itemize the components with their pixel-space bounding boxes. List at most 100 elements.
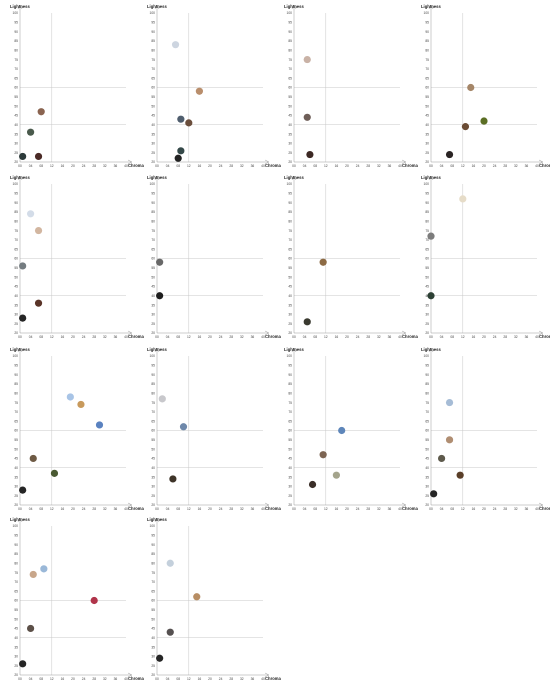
y-tick-label: 85 [14,552,18,556]
x-tick-label: 24 [82,507,86,511]
x-tick-label: 04 [166,507,170,511]
x-axis-arrow-icon [538,330,544,336]
y-tick-label: 50 [288,447,292,451]
y-tick-label: 65 [288,76,292,80]
y-axis-arrow-icon [428,175,434,181]
y-tick-label: 40 [14,123,18,127]
y-tick-label: 25 [288,494,292,498]
y-tick-label: 70 [14,580,18,584]
x-tick-label: 28 [503,164,507,168]
y-tick-label: 20 [288,331,292,335]
y-tick-label: 25 [288,151,292,155]
y-tick-label: 35 [14,645,18,649]
y-tick-label: 85 [14,210,18,214]
y-tick-label: 80 [425,48,429,52]
y-tick-label: 75 [425,401,429,405]
y-tick-label: 60 [288,257,292,261]
data-point [306,150,314,159]
y-tick-label: 75 [14,229,18,233]
x-tick-label: 00 [429,164,433,168]
y-tick-label: 65 [288,419,292,423]
y-tick-label: 75 [425,58,429,62]
data-point [430,490,438,498]
scatter-plot: Lightness Chroma 20 25 30 35 40 45 50 55 60 65 70 75 8… [421,4,550,168]
data-point [156,654,164,662]
data-point [27,128,35,136]
y-tick-label: 95 [288,364,292,368]
y-tick-label: 95 [425,192,429,196]
y-tick-label: 95 [288,192,292,196]
y-axis-title: Lightness [147,175,167,180]
x-tick-label: 20 [71,677,75,681]
y-tick-label: 95 [425,21,429,25]
x-tick-label: 40 [261,335,265,339]
data-point [467,83,475,92]
y-tick-label: 80 [288,391,292,395]
y-tick-label: 100 [423,11,429,15]
y-axis-title: Lightness [147,347,167,352]
y-tick-label: 20 [425,503,429,507]
y-tick-label: 80 [14,391,18,395]
data-point [77,400,85,409]
y-tick-label: 65 [151,76,155,80]
y-tick-label: 75 [151,58,155,62]
chart-panel: Lightness Chroma 20 25 30 35 40 45 50 55 60 65 70 75 8… [419,4,550,172]
y-tick-label: 80 [14,219,18,223]
y-tick-label: 95 [425,364,429,368]
x-tick-label: 36 [251,335,255,339]
x-tick-label: 40 [398,164,402,168]
y-tick-label: 25 [151,322,155,326]
y-tick-label: 55 [14,266,18,270]
x-tick-label: 00 [155,677,159,681]
scatter-plot: Lightness Chroma 20 25 30 35 40 45 50 55 60 65 70 75 8… [10,517,144,681]
y-axis-arrow-icon [154,4,160,10]
y-tick-label: 90 [14,30,18,34]
x-tick-label: 04 [29,507,33,511]
y-axis-title: Lightness [421,175,441,180]
chart-panel: Lightness Chroma 20 25 30 35 40 45 50 55 60 65 70 75 8… [8,4,144,172]
x-tick-label: 00 [292,164,296,168]
x-axis-title: Chroma [539,506,550,511]
data-point [34,226,43,235]
x-tick-label: 20 [482,335,486,339]
y-axis-title: Lightness [284,347,304,352]
x-tick-label: 12 [187,677,191,681]
data-point [177,147,185,155]
x-tick-label: 40 [261,507,265,511]
y-tick-label: 55 [288,95,292,99]
y-tick-label: 60 [151,599,155,603]
x-tick-label: 32 [377,507,381,511]
y-tick-label: 50 [425,447,429,451]
x-tick-label: 04 [166,164,170,168]
y-tick-label: 65 [425,419,429,423]
y-tick-label: 45 [288,114,292,118]
y-tick-label: 70 [151,580,155,584]
y-tick-label: 30 [288,485,292,489]
x-tick-label: 12 [461,507,465,511]
y-tick-label: 30 [151,485,155,489]
y-tick-label: 70 [14,238,18,242]
data-point [445,436,454,444]
y-tick-label: 50 [14,617,18,621]
y-tick-label: 25 [151,664,155,668]
y-axis-arrow-icon [17,347,23,353]
scatter-plot: Lightness Chroma 20 25 30 35 40 45 50 55 60 65 70 75 8… [284,347,418,511]
x-tick-label: 04 [440,335,444,339]
x-tick-label: 28 [366,507,370,511]
x-tick-label: 24 [356,507,360,511]
x-tick-label: 20 [208,677,212,681]
x-tick-label: 24 [219,677,223,681]
y-tick-label: 45 [425,114,429,118]
y-tick-label: 55 [151,608,155,612]
y-tick-label: 90 [151,543,155,547]
x-tick-label: 20 [208,164,212,168]
y-tick-label: 45 [151,285,155,289]
x-tick-label: 40 [398,335,402,339]
y-tick-label: 90 [425,30,429,34]
y-tick-label: 65 [14,419,18,423]
data-point [29,454,37,463]
x-tick-label: 36 [114,507,118,511]
y-tick-label: 50 [288,104,292,108]
chart-panel: Lightness Chroma 20 25 30 35 40 45 50 55 60 65 70 75 8… [282,175,418,343]
y-tick-label: 75 [425,229,429,233]
